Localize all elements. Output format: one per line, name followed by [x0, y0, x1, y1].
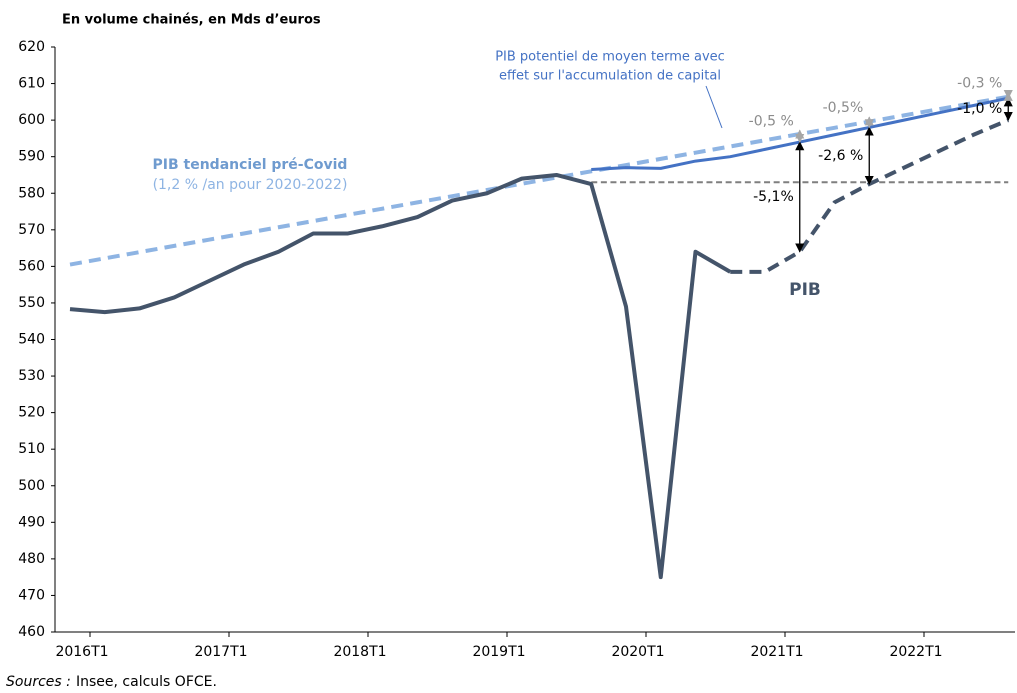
trend-note: (1,2 % /an pour 2020-2022)	[153, 177, 348, 193]
annotation-label: -0,3 %	[957, 76, 1002, 92]
potential-label: effet sur l'accumulation de capital	[499, 69, 721, 84]
y-tick-label: 620	[18, 39, 45, 55]
x-tick-label: 2020T1	[611, 644, 664, 660]
annotation-label: -0,5 %	[749, 113, 794, 129]
annotation-label: -1,0 %	[957, 101, 1002, 117]
source: Insee, calculs OFCE.	[76, 674, 217, 690]
y-tick-label: 480	[18, 551, 45, 567]
potential-pointer	[705, 85, 723, 129]
y-tick-label: 500	[18, 478, 45, 494]
annotation-label: -2,6 %	[818, 148, 863, 164]
series-line	[69, 172, 732, 580]
x-tick-label: 2018T1	[333, 644, 386, 660]
y-tick-label: 520	[18, 405, 45, 421]
y-tick-label: 580	[18, 185, 45, 201]
chart-title: En volume chainés, en Mds d’euros	[62, 13, 321, 28]
y-tick-label: 600	[18, 112, 45, 128]
y-tick-label: 560	[18, 258, 45, 274]
y-tick-label: 460	[18, 624, 45, 640]
annotation-label: -5,1%	[753, 189, 794, 205]
x-tick-label: 2022T1	[889, 644, 942, 660]
x-tick-label: 2016T1	[55, 644, 108, 660]
annotation-label: -0,5%	[823, 100, 864, 116]
potential-label: PIB potentiel de moyen terme avec	[495, 50, 725, 65]
y-tick-label: 570	[18, 222, 45, 238]
source-label: Sources :	[6, 674, 71, 690]
y-tick-label: 590	[18, 149, 45, 165]
y-tick-label: 540	[18, 332, 45, 348]
x-tick-label: 2019T1	[472, 644, 525, 660]
y-tick-label: 470	[18, 587, 45, 603]
y-tick-label: 510	[18, 441, 45, 457]
pib-label: PIB	[789, 280, 821, 300]
y-tick-label: 550	[18, 295, 45, 311]
y-tick-label: 610	[18, 76, 45, 92]
x-tick-label: 2017T1	[194, 644, 247, 660]
trend-label: PIB tendanciel pré-Covid	[153, 157, 348, 173]
y-tick-label: 490	[18, 514, 45, 530]
series-line	[69, 94, 1009, 267]
x-tick-label: 2021T1	[750, 644, 803, 660]
y-tick-label: 530	[18, 368, 45, 384]
